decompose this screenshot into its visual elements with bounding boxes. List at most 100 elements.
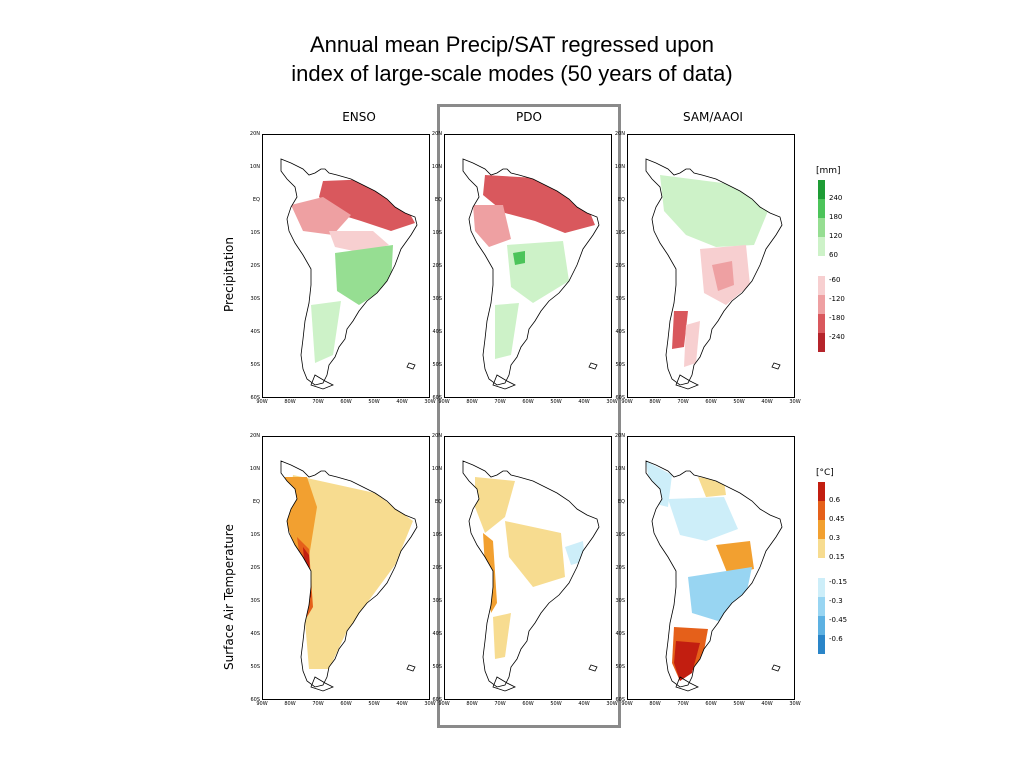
- lat-tick-label: 30S: [250, 296, 260, 302]
- legend-swatch: [818, 597, 825, 616]
- lat-tick-label: 10S: [250, 532, 260, 538]
- legend-swatch: [818, 635, 825, 654]
- island: [406, 664, 416, 672]
- lat-tick-label: 50S: [615, 664, 625, 670]
- lon-tick-label: 30W: [424, 701, 436, 707]
- lon-tick-label: 90W: [621, 399, 633, 405]
- lat-tick-label: 20N: [431, 131, 442, 137]
- lon-tick-label: 60W: [340, 701, 352, 707]
- lon-tick-label: 50W: [733, 399, 745, 405]
- anomaly-region: [335, 245, 393, 305]
- island: [310, 676, 334, 692]
- anomaly-region: [319, 179, 415, 231]
- row-label-precipitation: Precipitation: [222, 236, 236, 312]
- lat-tick-label: 20S: [250, 263, 260, 269]
- lat-tick-label: 10S: [432, 230, 442, 236]
- lat-tick-label: 20S: [432, 263, 442, 269]
- lon-tick-label: 80W: [466, 701, 478, 707]
- lat-tick-label: 30S: [432, 296, 442, 302]
- lon-tick-label: 30W: [789, 701, 801, 707]
- island: [675, 374, 699, 390]
- anomaly-region: [483, 533, 497, 613]
- lon-tick-label: 30W: [789, 399, 801, 405]
- lon-tick-label: 50W: [733, 701, 745, 707]
- lon-tick-label: 60W: [705, 701, 717, 707]
- map-panel-precip-pdo: [444, 134, 612, 398]
- anomaly-region: [660, 175, 768, 247]
- lon-tick-label: 30W: [606, 701, 618, 707]
- legend-swatch: [818, 199, 825, 218]
- legend-label: 60: [829, 251, 838, 259]
- lon-tick-label: 70W: [677, 399, 689, 405]
- lat-tick-label: 10N: [431, 466, 442, 472]
- anomaly-region: [329, 231, 389, 253]
- island: [771, 664, 781, 672]
- anomaly-region: [674, 641, 700, 681]
- legend-label: -0.45: [829, 616, 848, 624]
- lat-tick-label: 50S: [615, 362, 625, 368]
- lon-tick-label: 40W: [578, 701, 590, 707]
- lat-tick-label: 50S: [250, 664, 260, 670]
- map-panel-precip-enso: [262, 134, 430, 398]
- anomaly-region: [311, 301, 341, 363]
- lat-tick-label: EQ: [434, 197, 442, 203]
- lat-tick-label: 30S: [615, 296, 625, 302]
- legend-label: 120: [829, 232, 843, 240]
- lon-tick-label: 40W: [396, 399, 408, 405]
- lon-tick-label: 90W: [256, 701, 268, 707]
- lat-tick-label: 20N: [614, 131, 625, 137]
- lat-tick-label: 40S: [615, 329, 625, 335]
- lat-tick-label: 60S: [250, 395, 260, 401]
- coastline: [645, 158, 783, 386]
- legend-label: -240: [829, 333, 845, 341]
- column-header-enso: ENSO: [342, 110, 376, 124]
- lon-tick-label: 70W: [312, 399, 324, 405]
- lat-tick-label: 50S: [250, 362, 260, 368]
- map-precip-enso: [280, 158, 418, 390]
- lat-tick-label: 60S: [432, 697, 442, 703]
- legend-unit: [°C]: [816, 468, 834, 478]
- lon-tick-label: 30W: [606, 399, 618, 405]
- legend-label: 0.3: [829, 534, 841, 542]
- legend-swatch: [818, 180, 825, 199]
- lon-tick-label: 40W: [578, 399, 590, 405]
- legend-swatch: [818, 520, 825, 539]
- island: [771, 362, 781, 370]
- coastline: [462, 460, 600, 688]
- legend-swatch: [818, 333, 825, 352]
- anomaly-region: [646, 461, 672, 507]
- legend-label: -0.6: [829, 635, 843, 643]
- pdo-highlight-box: [437, 104, 621, 728]
- legend-label: -0.15: [829, 578, 848, 586]
- legend-swatch: [818, 314, 825, 333]
- map-sat-sam: [645, 460, 783, 692]
- anomaly-region: [513, 251, 525, 265]
- anomaly-region: [672, 311, 688, 349]
- lon-tick-label: 40W: [396, 701, 408, 707]
- lat-tick-label: EQ: [617, 499, 625, 505]
- lon-tick-label: 80W: [284, 399, 296, 405]
- lat-tick-label: 30S: [432, 598, 442, 604]
- legend-label: -120: [829, 295, 845, 303]
- lon-tick-label: 50W: [368, 399, 380, 405]
- legend-swatch: [818, 482, 825, 501]
- lat-tick-label: 40S: [432, 631, 442, 637]
- lat-tick-label: 20N: [249, 433, 260, 439]
- lat-tick-label: 10S: [250, 230, 260, 236]
- lon-tick-label: 80W: [284, 701, 296, 707]
- legend-swatch: [818, 616, 825, 635]
- lat-tick-label: 30S: [250, 598, 260, 604]
- legend-label: 0.6: [829, 496, 841, 504]
- anomaly-region: [505, 521, 565, 587]
- anomaly-region: [495, 303, 519, 359]
- lon-tick-label: 90W: [621, 701, 633, 707]
- legend-swatch: [818, 539, 825, 558]
- lon-tick-label: 50W: [550, 701, 562, 707]
- lat-tick-label: 20S: [432, 565, 442, 571]
- lon-tick-label: 70W: [494, 399, 506, 405]
- lat-tick-label: 20S: [615, 565, 625, 571]
- lon-tick-label: 70W: [312, 701, 324, 707]
- legend-label: -0.3: [829, 597, 843, 605]
- lon-tick-label: 80W: [649, 399, 661, 405]
- anomaly-region: [668, 497, 738, 541]
